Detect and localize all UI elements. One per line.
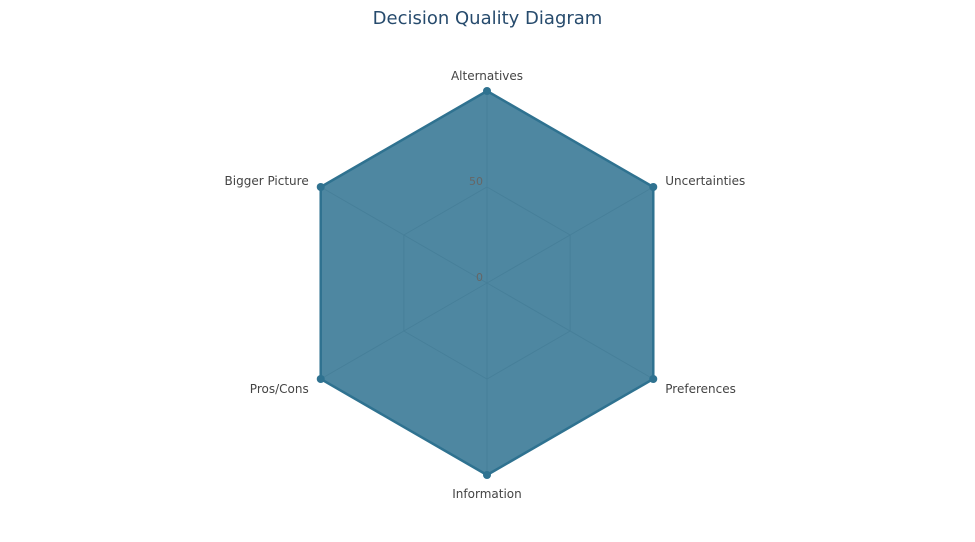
data-point-bigger-picture[interactable]	[316, 183, 325, 191]
radial-tick-label: 0	[476, 271, 483, 284]
data-point-preferences[interactable]	[649, 375, 658, 383]
series-layer	[316, 87, 658, 479]
chart-title: Decision Quality Diagram	[372, 8, 603, 29]
axis-label-bigger-picture: Bigger Picture	[225, 174, 309, 188]
data-point-uncertainties[interactable]	[649, 183, 658, 191]
data-point-alternatives[interactable]	[483, 87, 491, 95]
series-area	[319, 89, 655, 477]
data-point-pros-cons[interactable]	[316, 375, 325, 383]
axis-label-preferences: Preferences	[665, 382, 736, 396]
axis-label-information: Information	[452, 487, 521, 501]
axis-label-pros-cons: Pros/Cons	[250, 382, 309, 396]
label-layer: Alternatives Uncertainties Preferences Info…	[225, 69, 746, 501]
tick-layer: 0 50	[469, 175, 483, 284]
axis-label-alternatives: Alternatives	[451, 69, 523, 83]
axis-label-uncertainties: Uncertainties	[665, 174, 745, 188]
radial-tick-label: 50	[469, 175, 483, 188]
data-point-information[interactable]	[483, 471, 491, 479]
